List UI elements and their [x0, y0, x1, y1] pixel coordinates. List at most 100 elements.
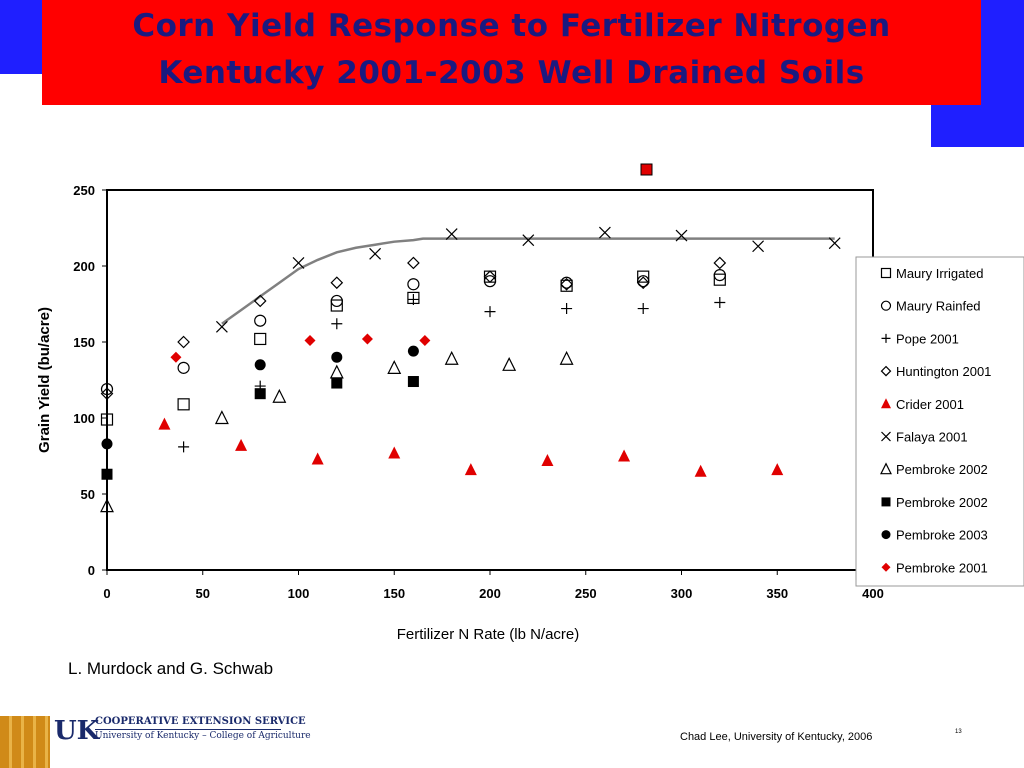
legend-marker [881, 562, 891, 572]
legend-label: Maury Rainfed [896, 299, 981, 314]
data-point [771, 463, 784, 476]
legend-marker [881, 431, 891, 442]
data-point [214, 410, 229, 425]
legend-marker [880, 365, 892, 377]
data-point [407, 256, 420, 270]
data-point [272, 388, 287, 403]
data-point [100, 383, 114, 396]
blue-accent-left [0, 0, 42, 74]
x-tick-label: 50 [196, 586, 210, 601]
data-point [215, 320, 228, 333]
logo-line-2: University of Kentucky – College of Agri… [95, 731, 311, 741]
data-point [713, 273, 726, 286]
data-point [502, 356, 517, 371]
data-point [330, 299, 343, 312]
x-tick-label: 0 [103, 586, 110, 601]
data-point [713, 269, 726, 282]
data-point [407, 376, 419, 388]
data-point [637, 270, 650, 283]
data-point [445, 228, 458, 241]
data-point [560, 276, 573, 289]
stray-marker [640, 163, 653, 176]
data-point [361, 333, 373, 345]
page-title-line-2: Kentucky 2001-2003 Well Drained Soils [158, 55, 865, 91]
data-point [177, 398, 190, 411]
x-tick-label: 250 [575, 586, 597, 601]
corn-kernels-image [0, 716, 50, 768]
data-point [100, 498, 114, 513]
data-point [559, 350, 574, 365]
data-point [407, 293, 419, 305]
data-point [235, 438, 248, 451]
data-point [100, 387, 114, 401]
legend-marker [880, 267, 892, 279]
logo-line-1: COOPERATIVE EXTENSION SERVICE [95, 716, 306, 727]
page-title-line-1: Corn Yield Response to Fertilizer Nitrog… [132, 8, 891, 44]
data-point [637, 303, 649, 315]
data-point [484, 306, 496, 318]
data-point [101, 468, 113, 480]
x-tick-label: 100 [288, 586, 310, 601]
data-point [561, 303, 573, 315]
data-point [388, 446, 401, 459]
series-3 [100, 256, 727, 401]
data-point [522, 234, 535, 247]
data-point [330, 294, 343, 308]
data-point [714, 296, 726, 308]
data-point [636, 276, 650, 290]
data-point [170, 351, 182, 363]
legend-label: Pembroke 2002 [896, 462, 988, 477]
data-point [100, 413, 114, 426]
series-9 [170, 333, 431, 363]
data-point [675, 229, 688, 242]
data-point [304, 334, 316, 346]
data-point [254, 314, 267, 327]
y-tick-label: 100 [73, 411, 95, 426]
data-point [828, 237, 841, 250]
data-point [177, 361, 190, 374]
uk-logo-mark: UK [54, 716, 100, 746]
legend-label: Falaya 2001 [896, 430, 968, 445]
title-banner: Corn Yield Response to Fertilizer Nitrog… [42, 0, 981, 105]
legend-label: Crider 2001 [896, 397, 964, 412]
legend-marker [880, 462, 892, 475]
y-tick-label: 0 [88, 563, 95, 578]
logo-divider [95, 729, 281, 730]
data-point [483, 275, 497, 288]
series-8 [101, 345, 419, 450]
data-point [331, 351, 343, 363]
legend-marker [881, 333, 891, 343]
legend-marker [880, 300, 892, 311]
data-point [254, 388, 266, 400]
data-point [444, 350, 459, 365]
data-point [158, 417, 171, 430]
data-point [407, 278, 420, 291]
series-7 [101, 376, 419, 480]
page-number: 13 [955, 729, 962, 735]
legend-label: Pembroke 2002 [896, 495, 988, 510]
series-6 [100, 350, 574, 513]
series-5 [215, 226, 841, 333]
data-point [101, 438, 113, 450]
x-tick-label: 200 [479, 586, 501, 601]
data-point [618, 449, 631, 462]
data-point [694, 464, 707, 477]
y-tick-label: 250 [73, 183, 95, 198]
x-tick-label: 400 [862, 586, 884, 601]
data-point [331, 377, 343, 389]
data-point [253, 294, 267, 308]
series-1 [100, 269, 726, 396]
data-point [598, 226, 611, 239]
data-point [387, 359, 402, 374]
legend-label: Huntington 2001 [896, 364, 991, 379]
series-2 [178, 293, 726, 453]
plot-area [106, 189, 874, 571]
data-point [311, 452, 324, 465]
data-point [254, 332, 267, 346]
data-point [419, 334, 431, 346]
fitted-curve [221, 237, 835, 325]
legend-label: Pembroke 2003 [896, 528, 988, 543]
y-tick-label: 200 [73, 259, 95, 274]
data-point [330, 276, 344, 290]
